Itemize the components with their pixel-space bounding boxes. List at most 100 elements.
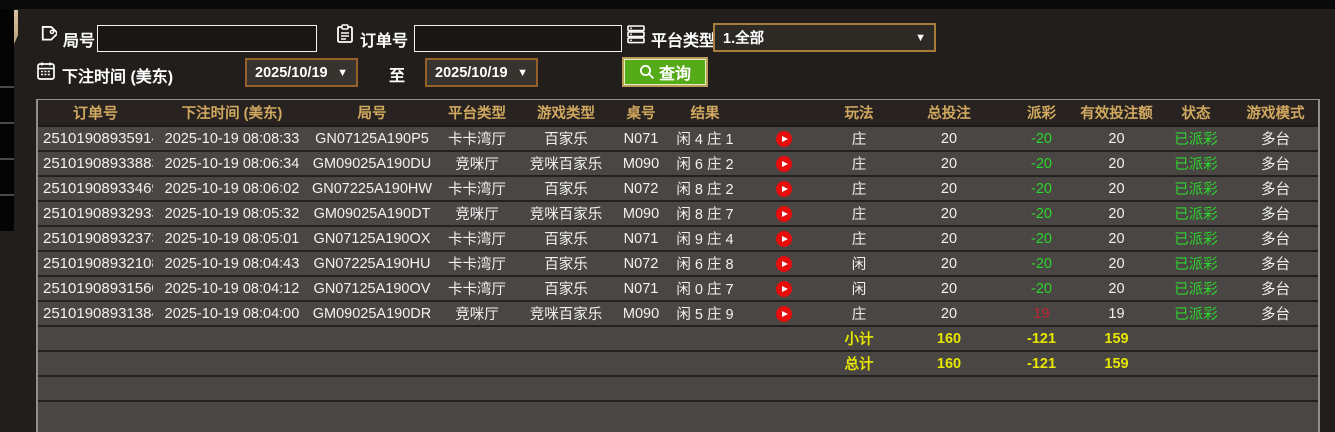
col-header-play: 玩法 (829, 100, 889, 127)
chevron-down-icon (517, 67, 528, 79)
cell-bet-time: 2025-10-19 08:05:01 (153, 226, 311, 252)
table-row: 251019089323731 2025-10-19 08:05:01 GN07… (38, 226, 1318, 252)
cell-video (739, 226, 829, 252)
cell-mode: 多台 (1233, 276, 1318, 302)
col-header-valid-bet: 有效投注额 (1074, 100, 1159, 127)
cell-play: 庄 (829, 176, 889, 202)
cell-bet-time: 2025-10-19 08:04:00 (153, 301, 311, 327)
date-from-select[interactable]: 2025/10/19 (245, 58, 358, 87)
cell-result: 闲 4 庄 1 (671, 126, 739, 152)
grand-total-valid-bet: 159 (1074, 351, 1159, 377)
play-video-button[interactable] (776, 230, 792, 247)
play-icon (782, 135, 788, 142)
col-header-game-type: 游戏类型 (521, 100, 611, 127)
play-video-button[interactable] (776, 305, 792, 322)
cell-valid-bet: 20 (1074, 151, 1159, 177)
cell-round-no: GN07125A190P5 (311, 126, 433, 152)
cell-order-no: 251019089315607 (38, 276, 153, 302)
cell-status: 已派彩 (1159, 176, 1233, 202)
query-button[interactable]: 查询 (622, 57, 708, 87)
cell-game-type: 百家乐 (521, 251, 611, 277)
cell-status: 已派彩 (1159, 251, 1233, 277)
grand-total-row: 总计 160 -121 159 (38, 351, 1318, 377)
cell-bet-time: 2025-10-19 08:04:43 (153, 251, 311, 277)
cell-mode: 多台 (1233, 126, 1318, 152)
cell-play: 庄 (829, 201, 889, 227)
cell-mode: 多台 (1233, 151, 1318, 177)
platform-type-icon (626, 24, 646, 44)
cell-play: 庄 (829, 151, 889, 177)
cell-table-no: M090 (611, 201, 671, 227)
cell-video (739, 176, 829, 202)
subtotal-valid-bet: 159 (1074, 326, 1159, 352)
col-header-total-bet: 总投注 (889, 100, 1009, 127)
cell-payout: -20 (1009, 276, 1074, 302)
play-video-button[interactable] (776, 280, 792, 297)
empty-row (38, 376, 1318, 402)
play-icon (782, 285, 788, 292)
cell-valid-bet: 20 (1074, 126, 1159, 152)
grand-total-payout: -121 (1009, 351, 1074, 377)
play-icon (782, 185, 788, 192)
cell-order-no: 251019089329339 (38, 201, 153, 227)
cell-total-bet: 20 (889, 176, 1009, 202)
play-video-button[interactable] (776, 205, 792, 222)
cell-game-type: 竞咪百家乐 (521, 201, 611, 227)
chevron-down-icon (915, 32, 926, 44)
cell-table-no: M090 (611, 301, 671, 327)
play-video-button[interactable] (776, 180, 792, 197)
cell-bet-time: 2025-10-19 08:05:32 (153, 201, 311, 227)
round-no-input[interactable] (97, 25, 317, 52)
cell-status: 已派彩 (1159, 301, 1233, 327)
col-header-mode: 游戏模式 (1233, 100, 1318, 127)
table-row: 251019089334690 2025-10-19 08:06:02 GN07… (38, 176, 1318, 202)
cell-game-type: 百家乐 (521, 276, 611, 302)
cell-platform: 卡卡湾厅 (433, 226, 521, 252)
play-icon (782, 235, 788, 242)
query-button-label: 查询 (658, 66, 691, 83)
cell-valid-bet: 20 (1074, 251, 1159, 277)
col-header-order-no: 订单号 (38, 100, 153, 127)
table-body: 251019089359149 2025-10-19 08:08:33 GN07… (38, 126, 1318, 327)
cell-round-no: GN07225A190HW (311, 176, 433, 202)
cell-round-no: GM09025A190DR (311, 301, 433, 327)
platform-type-select[interactable]: 1.全部 (713, 23, 936, 52)
date-to-select[interactable]: 2025/10/19 (425, 58, 538, 87)
cell-game-type: 百家乐 (521, 226, 611, 252)
subtotal-total-bet: 160 (889, 326, 1009, 352)
order-no-input[interactable] (414, 25, 622, 52)
rail-divider (0, 86, 14, 88)
cell-round-no: GM09025A190DT (311, 201, 433, 227)
cell-status: 已派彩 (1159, 201, 1233, 227)
bet-time-label: 下注时间 (美东) (62, 69, 174, 86)
cell-mode: 多台 (1233, 251, 1318, 277)
cell-round-no: GN07125A190OX (311, 226, 433, 252)
cell-result: 闲 0 庄 7 (671, 276, 739, 302)
cell-bet-time: 2025-10-19 08:08:33 (153, 126, 311, 152)
cell-result: 闲 5 庄 9 (671, 301, 739, 327)
cell-payout: -20 (1009, 201, 1074, 227)
grand-total-label: 总计 (829, 351, 889, 377)
cell-platform: 卡卡湾厅 (433, 176, 521, 202)
play-video-button[interactable] (776, 155, 792, 172)
cell-video (739, 276, 829, 302)
cell-status: 已派彩 (1159, 226, 1233, 252)
search-icon (639, 65, 655, 80)
cell-valid-bet: 20 (1074, 276, 1159, 302)
play-video-button[interactable] (776, 130, 792, 147)
play-icon (782, 260, 788, 267)
col-header-round-no: 局号 (311, 100, 433, 127)
rail-divider (0, 122, 14, 124)
cell-table-no: N072 (611, 176, 671, 202)
cell-total-bet: 20 (889, 276, 1009, 302)
cell-round-no: GM09025A190DU (311, 151, 433, 177)
cell-table-no: N071 (611, 226, 671, 252)
cell-platform: 卡卡湾厅 (433, 276, 521, 302)
clipboard-icon (335, 24, 355, 44)
cell-platform: 竞咪厅 (433, 201, 521, 227)
cell-valid-bet: 19 (1074, 301, 1159, 327)
cell-play: 庄 (829, 226, 889, 252)
play-video-button[interactable] (776, 255, 792, 272)
cell-platform: 竞咪厅 (433, 151, 521, 177)
cell-video (739, 251, 829, 277)
